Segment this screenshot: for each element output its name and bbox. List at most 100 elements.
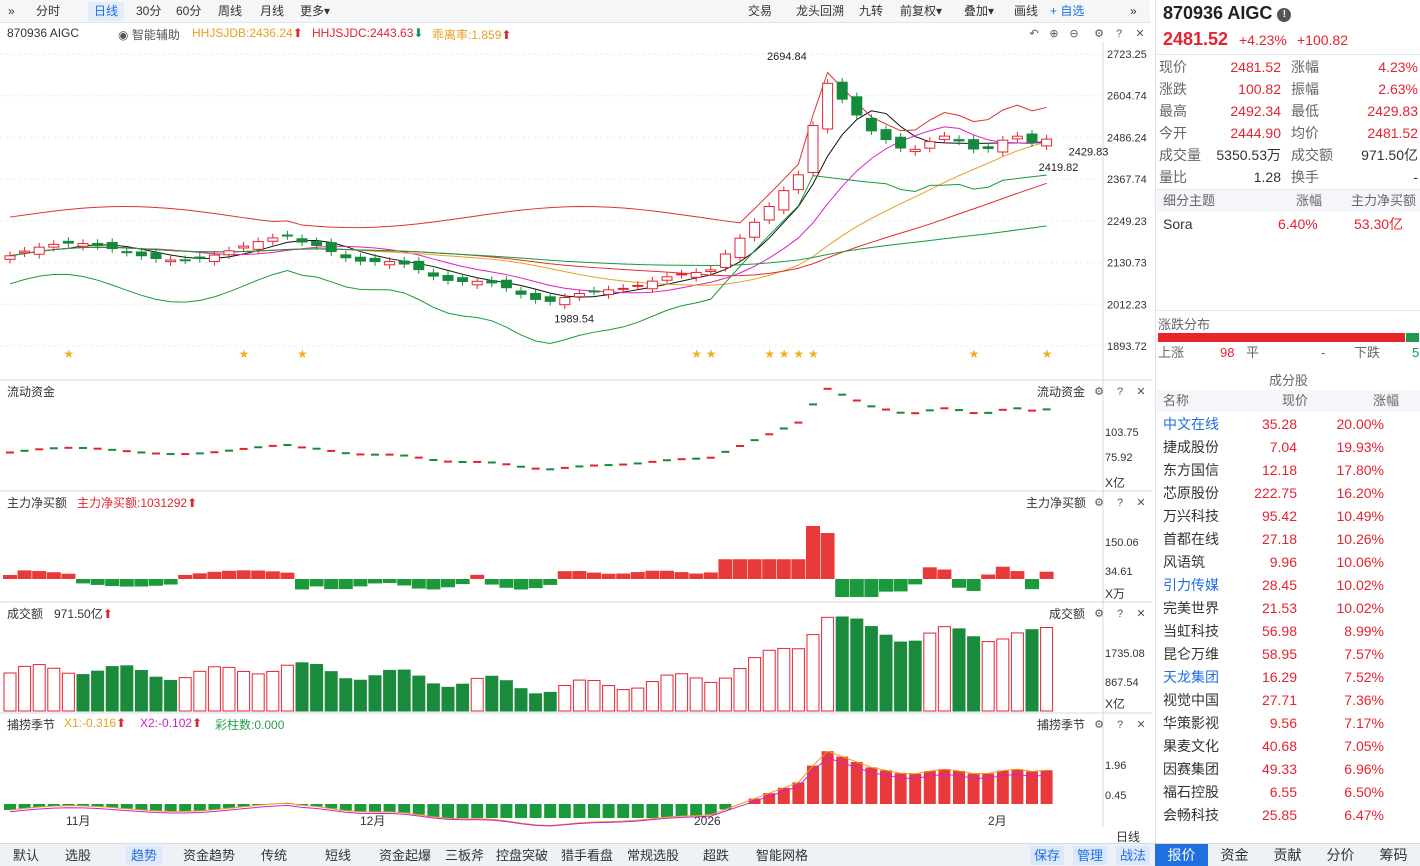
quote-tab-1[interactable]: 资金 bbox=[1220, 847, 1249, 863]
quote-tab-3[interactable]: 分价 bbox=[1326, 847, 1355, 863]
strategy-tab-8[interactable]: 控盘突破 bbox=[496, 848, 549, 863]
settings-gear-icon[interactable]: ⚙ bbox=[1094, 28, 1104, 40]
turnover-bar bbox=[280, 664, 294, 712]
bottom-action-2[interactable]: 战法 bbox=[1116, 846, 1151, 865]
component-row[interactable]: 昆仑万维 58.95 7.57% bbox=[1156, 643, 1420, 665]
close-icon[interactable]: ✕ bbox=[1135, 28, 1145, 40]
settings-gear-icon[interactable]: ⚙ bbox=[1094, 386, 1104, 398]
quote-tab-0[interactable]: 报价 bbox=[1155, 844, 1208, 866]
expand-left-icon[interactable]: » bbox=[8, 4, 15, 18]
period-tab-5[interactable]: 月线 bbox=[260, 4, 285, 18]
component-row[interactable]: 东方国信 12.18 17.80% bbox=[1156, 459, 1420, 481]
info-icon[interactable]: ! bbox=[1277, 8, 1292, 22]
candle-body bbox=[165, 259, 177, 263]
component-row[interactable]: 引力传媒 28.45 10.02% bbox=[1156, 574, 1420, 596]
turnover-bar bbox=[266, 670, 280, 712]
help-icon[interactable]: ? bbox=[1116, 608, 1124, 620]
strategy-tab-0[interactable]: 默认 bbox=[13, 848, 40, 863]
period-tab-1[interactable]: 日线 bbox=[88, 2, 125, 21]
mainforce-bar bbox=[601, 573, 616, 579]
candle-body bbox=[559, 297, 571, 306]
component-row[interactable]: 果麦文化 40.68 7.05% bbox=[1156, 735, 1420, 757]
turnover-bar bbox=[47, 667, 61, 712]
component-row[interactable]: 因赛集团 49.33 6.96% bbox=[1156, 758, 1420, 780]
quote-price: 2481.52 bbox=[1163, 29, 1229, 49]
component-row[interactable]: 当虹科技 56.98 8.99% bbox=[1156, 620, 1420, 642]
toolbar-btn-5[interactable]: 画线 bbox=[1014, 4, 1039, 18]
component-row[interactable]: 捷成股份 7.04 19.93% bbox=[1156, 436, 1420, 458]
bottom-action-0[interactable]: 保存 bbox=[1030, 846, 1065, 865]
turnover-bar bbox=[543, 691, 557, 712]
zoom-in-icon[interactable]: ⊕ bbox=[1049, 28, 1059, 40]
strategy-tab-1[interactable]: 选股 bbox=[65, 848, 92, 863]
period-tab-4[interactable]: 周线 bbox=[218, 4, 243, 18]
help-icon[interactable]: ? bbox=[1116, 497, 1124, 509]
strategy-tab-12[interactable]: 智能网格 bbox=[756, 848, 809, 863]
component-row[interactable]: 风语筑 9.96 10.06% bbox=[1156, 551, 1420, 573]
close-icon[interactable]: ✕ bbox=[1136, 719, 1146, 731]
period-tab-3[interactable]: 60分 bbox=[176, 4, 202, 18]
close-icon[interactable]: ✕ bbox=[1136, 386, 1146, 398]
component-row[interactable]: 万兴科技 95.42 10.49% bbox=[1156, 505, 1420, 527]
toolbar-btn-3[interactable]: 前复权▾ bbox=[900, 4, 943, 18]
turnover-bar bbox=[134, 670, 148, 712]
component-row[interactable]: 福石控股 6.55 6.50% bbox=[1156, 781, 1420, 803]
component-row[interactable]: 首都在线 27.18 10.26% bbox=[1156, 528, 1420, 550]
mainforce-bar bbox=[908, 579, 923, 585]
fishing-bar bbox=[515, 804, 527, 818]
toolbar-btn-0[interactable]: 交易 bbox=[748, 4, 773, 18]
help-icon[interactable]: ? bbox=[1116, 386, 1124, 398]
quote-tab-2[interactable]: 贡献 bbox=[1273, 847, 1302, 863]
period-tab-6[interactable]: 更多▾ bbox=[300, 4, 331, 18]
kline-chart-area[interactable]: 2723.25 2604.74 2486.24 2367.74 2249.23 2130.… bbox=[0, 42, 1152, 827]
settings-gear-icon[interactable]: ⚙ bbox=[1094, 497, 1104, 509]
help-icon[interactable]: ? bbox=[1116, 719, 1124, 731]
component-row[interactable]: 中文在线 35.28 20.00% bbox=[1156, 413, 1420, 435]
toolbar-btn-4[interactable]: 叠加▾ bbox=[964, 4, 995, 18]
strategy-tab-4[interactable]: 传统 bbox=[261, 848, 288, 863]
turnover-bar bbox=[1040, 627, 1054, 712]
strategy-tab-5[interactable]: 短线 bbox=[325, 848, 352, 863]
strategy-tab-11[interactable]: 超跌 bbox=[703, 848, 730, 863]
close-icon[interactable]: ✕ bbox=[1136, 608, 1146, 620]
component-row[interactable]: 华策影视 9.56 7.17% bbox=[1156, 712, 1420, 734]
mainforce-bar bbox=[572, 571, 587, 579]
strategy-tab-9[interactable]: 猎手看盘 bbox=[561, 848, 614, 863]
strategy-tab-7[interactable]: 三板斧 bbox=[445, 848, 485, 863]
undo-icon[interactable]: ↶ bbox=[1029, 28, 1039, 40]
period-tab-2[interactable]: 30分 bbox=[136, 4, 162, 18]
close-icon[interactable]: ✕ bbox=[1136, 497, 1146, 509]
signal-star-icon: ★ bbox=[969, 347, 980, 361]
turnover-bar bbox=[718, 677, 732, 712]
turnover-bar bbox=[967, 636, 981, 712]
bottom-action-1[interactable]: 管理 bbox=[1073, 846, 1108, 865]
fishing-bar bbox=[456, 804, 469, 818]
mainforce-bar bbox=[762, 559, 777, 579]
candle-body bbox=[807, 125, 819, 173]
component-row[interactable]: 完美世界 21.53 10.02% bbox=[1156, 597, 1420, 619]
fishing-bar bbox=[690, 804, 703, 816]
strategy-tab-2[interactable]: 趋势 bbox=[126, 846, 163, 865]
mainforce-bar bbox=[222, 570, 236, 579]
help-icon[interactable]: ? bbox=[1115, 28, 1123, 40]
settings-gear-icon[interactable]: ⚙ bbox=[1094, 608, 1104, 620]
component-row[interactable]: 会畅科技 25.85 6.47% bbox=[1156, 804, 1420, 826]
component-row[interactable]: 视觉中国 27.71 7.36% bbox=[1156, 689, 1420, 711]
zoom-out-icon[interactable]: ⊖ bbox=[1069, 28, 1079, 40]
price-annotation: 2419.82 bbox=[1039, 162, 1079, 174]
strategy-tab-10[interactable]: 常规选股 bbox=[627, 848, 680, 863]
smart-assist-toggle[interactable]: ◉ 智能辅助 bbox=[118, 28, 180, 42]
component-row[interactable]: 天龙集团 16.29 7.52% bbox=[1156, 666, 1420, 688]
period-tab-0[interactable]: 分时 bbox=[36, 4, 61, 18]
strategy-tab-3[interactable]: 资金趋势 bbox=[183, 848, 236, 863]
strategy-tab-6[interactable]: 资金起爆 bbox=[379, 848, 432, 863]
add-favorite-button[interactable]: + 自选 bbox=[1050, 4, 1085, 18]
quote-tab-4[interactable]: 筹码 bbox=[1379, 847, 1408, 863]
component-row[interactable]: 芯原股份 222.75 16.20% bbox=[1156, 482, 1420, 504]
collapse-right-icon[interactable]: » bbox=[1130, 4, 1137, 18]
toolbar-btn-2[interactable]: 九转 bbox=[859, 4, 884, 18]
theme-row-sora[interactable]: Sora 6.40% 53.30亿 bbox=[1163, 216, 1404, 232]
toolbar-btn-1[interactable]: 龙头回溯 bbox=[796, 4, 845, 18]
settings-gear-icon[interactable]: ⚙ bbox=[1094, 719, 1104, 731]
fishing-bar bbox=[4, 804, 16, 810]
